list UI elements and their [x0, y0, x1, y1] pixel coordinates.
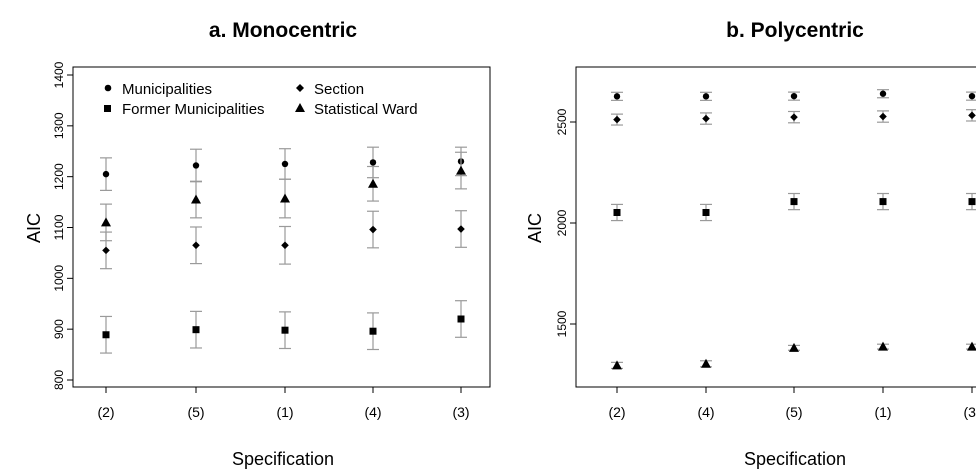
legend-item-former-municipalities: Former Municipalities	[104, 101, 265, 118]
y-tick-label: 2500	[555, 108, 569, 135]
x-tick-label: (5)	[187, 404, 204, 420]
legend-square-marker	[104, 105, 111, 112]
panel-a-xlabel: Specification	[232, 449, 334, 469]
legend-label-former-municipalities: Former Municipalities	[122, 101, 265, 118]
point-municipalities	[879, 90, 887, 97]
x-tick-label: (1)	[874, 404, 891, 420]
panel-b-x-axis: (2) (4) (5) (1) (3)	[608, 387, 976, 420]
point-statistical-ward	[368, 178, 378, 188]
point-section	[457, 225, 465, 233]
point-former-municipalities	[613, 208, 621, 216]
point-former-municipalities	[879, 198, 887, 206]
y-tick-label: 900	[52, 319, 66, 339]
y-tick-label: 1300	[52, 112, 66, 139]
panel-monocentric: a. Monocentric AIC Specification 800 900 1…	[24, 19, 491, 469]
legend-diamond-marker	[296, 84, 304, 92]
point-municipalities	[790, 92, 798, 100]
legend-label-municipalities: Municipalities	[122, 81, 212, 98]
legend-triangle-marker	[295, 103, 305, 112]
point-municipalities	[968, 92, 976, 100]
y-tick-label: 1500	[555, 310, 569, 337]
point-former-municipalities	[968, 198, 976, 206]
panel-b-xlabel: Specification	[744, 449, 846, 469]
panel-a-ylabel: AIC	[24, 213, 44, 243]
point-statistical-ward	[701, 358, 711, 368]
point-municipalities	[702, 93, 710, 100]
x-tick-label: (3)	[452, 404, 469, 420]
panel-a-x-axis: (2) (5) (1) (4) (3)	[97, 387, 470, 420]
x-tick-label: (5)	[785, 404, 802, 420]
panel-a-marks	[100, 146, 467, 354]
x-tick-label: (1)	[276, 404, 293, 420]
point-statistical-ward	[191, 194, 201, 204]
point-municipalities	[281, 160, 289, 168]
point-former-municipalities	[457, 315, 465, 323]
point-section	[968, 111, 976, 120]
point-municipalities	[369, 159, 377, 166]
point-statistical-ward	[280, 193, 290, 203]
point-statistical-ward	[967, 341, 976, 351]
x-tick-label: (2)	[97, 404, 114, 420]
point-section	[702, 114, 710, 123]
point-statistical-ward	[878, 341, 888, 351]
point-statistical-ward	[456, 165, 466, 175]
point-municipalities	[613, 93, 621, 100]
point-section	[369, 225, 377, 234]
panel-b-ylabel: AIC	[525, 213, 545, 243]
point-section	[790, 113, 798, 121]
point-former-municipalities	[369, 327, 377, 335]
legend-item-municipalities: Municipalities	[104, 81, 212, 98]
point-statistical-ward	[612, 360, 622, 370]
x-tick-label: (4)	[364, 404, 381, 420]
point-section	[192, 241, 200, 250]
point-former-municipalities	[281, 326, 289, 334]
y-tick-label: 2000	[555, 209, 569, 236]
x-tick-label: (4)	[697, 404, 714, 420]
point-former-municipalities	[192, 326, 200, 334]
point-section	[102, 246, 110, 255]
point-former-municipalities	[702, 208, 710, 216]
y-tick-label: 800	[52, 370, 66, 390]
point-former-municipalities	[790, 198, 798, 206]
point-municipalities	[192, 162, 200, 169]
panel-polycentric: b. Polycentric AIC Specification 1500 200…	[525, 19, 976, 469]
panel-b-title: b. Polycentric	[726, 19, 864, 42]
point-municipalities	[102, 170, 110, 178]
legend-item-statistical-ward: Statistical Ward	[295, 101, 418, 118]
point-section	[281, 241, 289, 250]
legend-label-section: Section	[314, 81, 364, 98]
panel-b-marks	[611, 89, 976, 370]
panel-a-y-axis: 800 900 1000 1100 1200 1300 1400	[52, 61, 73, 390]
y-tick-label: 1200	[52, 163, 66, 190]
y-tick-label: 1000	[52, 265, 66, 292]
point-section	[613, 115, 621, 124]
x-tick-label: (3)	[963, 404, 976, 420]
panel-a-legend: Municipalities Former Municipalities Sec…	[104, 81, 418, 118]
y-tick-label: 1400	[52, 61, 66, 88]
x-tick-label: (2)	[608, 404, 625, 420]
legend-item-section: Section	[296, 81, 364, 98]
y-tick-label: 1100	[52, 214, 66, 240]
point-statistical-ward	[101, 217, 111, 227]
panel-b-plot-frame	[575, 66, 976, 388]
point-former-municipalities	[102, 331, 110, 339]
panel-a-title: a. Monocentric	[209, 19, 358, 42]
legend-label-statistical-ward: Statistical Ward	[314, 101, 418, 118]
point-statistical-ward	[789, 342, 799, 352]
panel-b-y-axis: 1500 2000 2500	[555, 108, 576, 337]
point-section	[879, 112, 887, 121]
legend-circle-marker	[104, 84, 112, 92]
